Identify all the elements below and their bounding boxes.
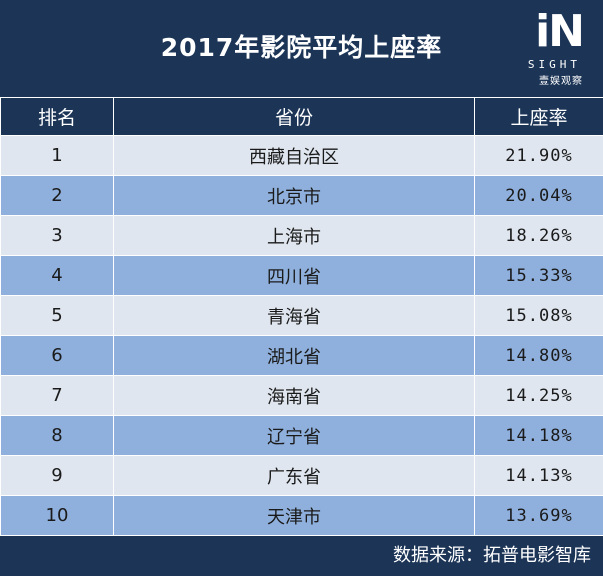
rank-cell: 6 [0, 335, 114, 376]
rate-cell: 14.18% [474, 415, 603, 456]
rate-cell: 14.25% [474, 375, 603, 416]
table-row: 3 上海市 18.26% [0, 215, 603, 256]
rank-cell: 7 [0, 375, 114, 416]
logo-mark: iN [535, 6, 585, 57]
province-cell: 青海省 [113, 295, 475, 336]
rank-cell: 4 [0, 255, 114, 296]
rate-cell: 15.33% [474, 255, 603, 296]
rate-cell: 15.08% [474, 295, 603, 336]
rank-cell: 8 [0, 415, 114, 456]
province-cell: 海南省 [113, 375, 475, 416]
logo-subtitle: SIGHT [527, 58, 581, 71]
rank-cell: 2 [0, 175, 114, 216]
rank-cell: 1 [0, 135, 114, 176]
province-cell: 湖北省 [113, 335, 475, 376]
column-header-rank: 排名 [0, 97, 114, 136]
province-cell: 天津市 [113, 495, 475, 536]
title-bar: 2017年影院平均上座率 iN SIGHT 壹娱观察 [0, 0, 603, 97]
column-header-rate: 上座率 [474, 97, 603, 136]
rank-cell: 10 [0, 495, 114, 536]
table-row: 2 北京市 20.04% [0, 175, 603, 216]
rank-cell: 3 [0, 215, 114, 256]
rate-cell: 20.04% [474, 175, 603, 216]
province-cell: 广东省 [113, 455, 475, 496]
province-cell: 上海市 [113, 215, 475, 256]
table-body: 1 西藏自治区 21.90% 2 北京市 20.04% 3 上海市 18.26% 4 四川省 15.3… [0, 135, 603, 536]
table-row: 4 四川省 15.33% [0, 255, 603, 296]
province-cell: 四川省 [113, 255, 475, 296]
table-row: 10 天津市 13.69% [0, 495, 603, 536]
table-row: 9 广东省 14.13% [0, 455, 603, 496]
logo-chinese-name: 壹娱观察 [539, 76, 583, 87]
rate-cell: 13.69% [474, 495, 603, 536]
province-cell: 北京市 [113, 175, 475, 216]
province-cell: 西藏自治区 [113, 135, 475, 176]
table-row: 6 湖北省 14.80% [0, 335, 603, 376]
rate-cell: 14.80% [474, 335, 603, 376]
page-title: 2017年影院平均上座率 [160, 33, 443, 62]
source-footer: 数据来源：拓普电影智库 [0, 536, 603, 576]
province-cell: 辽宁省 [113, 415, 475, 456]
table-row: 8 辽宁省 14.18% [0, 415, 603, 456]
rate-cell: 14.13% [474, 455, 603, 496]
rate-cell: 21.90% [474, 135, 603, 176]
insight-logo: iN SIGHT 壹娱观察 [509, 8, 589, 88]
rate-cell: 18.26% [474, 215, 603, 256]
column-header-province: 省份 [113, 97, 475, 136]
rank-cell: 5 [0, 295, 114, 336]
table-row: 5 青海省 15.08% [0, 295, 603, 336]
rank-cell: 9 [0, 455, 114, 496]
attendance-table: 排名 省份 上座率 1 西藏自治区 21.90% 2 北京市 20.04% 3 上海市 18.2… [0, 97, 603, 536]
table-row: 7 海南省 14.25% [0, 375, 603, 416]
table-header-row: 排名 省份 上座率 [0, 97, 603, 136]
table-row: 1 西藏自治区 21.90% [0, 135, 603, 176]
